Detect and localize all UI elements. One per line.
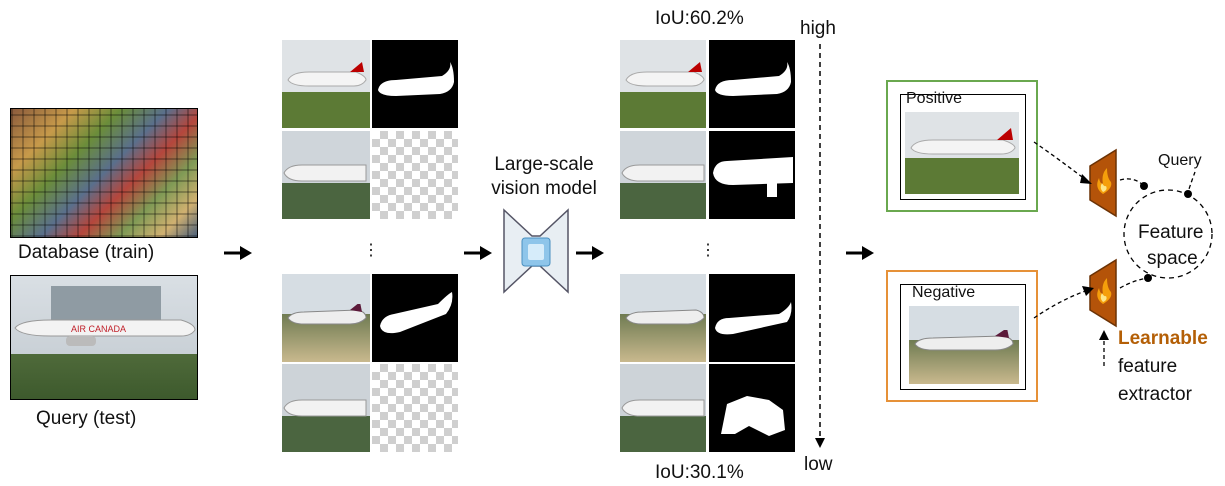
- feature-extractor-bottom: [1089, 258, 1117, 328]
- negative-photo: [909, 306, 1019, 384]
- candidate-photo: [282, 274, 370, 362]
- high-label: high: [800, 18, 836, 39]
- feature-label-line2: space: [1147, 248, 1198, 269]
- ranking-axis: [815, 44, 825, 448]
- ellipsis: ⋮: [700, 242, 716, 259]
- candidate-photo: [620, 40, 706, 128]
- low-label: low: [804, 454, 833, 475]
- learnable-label: Learnable: [1118, 328, 1208, 349]
- candidate-photo: [620, 274, 706, 362]
- empty-mask: [372, 131, 458, 219]
- mask-image: [709, 40, 795, 128]
- airplane-icon: AIR CANADA: [14, 319, 196, 346]
- query-feature-label: Query: [1158, 152, 1202, 169]
- feature-label-line1: Feature: [1138, 222, 1204, 243]
- model-label-line2: vision model: [491, 178, 597, 199]
- database-label: Database (train): [18, 242, 155, 263]
- feature-extractor-top: [1089, 148, 1117, 218]
- positive-box: Positive: [886, 80, 1038, 212]
- fire-icon: [1097, 278, 1112, 304]
- mask-image: [709, 274, 795, 362]
- empty-mask: [372, 364, 458, 452]
- candidate-photo: [620, 131, 706, 219]
- vision-model-icon: [503, 208, 569, 294]
- model-label-line1: Large-scale: [494, 154, 594, 175]
- right-arrow-icon: [576, 246, 604, 260]
- feature-space-diagram: [1033, 141, 1213, 366]
- iou-top-label: IoU:60.2%: [655, 8, 744, 29]
- right-arrow-icon: [224, 246, 252, 260]
- extractor-label-line2: extractor: [1118, 384, 1192, 405]
- extractor-label-line1: feature: [1118, 356, 1178, 377]
- iou-bottom-label: IoU:30.1%: [655, 462, 744, 483]
- negative-frame: [900, 284, 1026, 390]
- positive-photo: [905, 112, 1019, 194]
- positive-label: Positive: [906, 90, 963, 107]
- query-label: Query (test): [36, 408, 137, 429]
- fire-icon: [1097, 168, 1112, 194]
- negative-box: Negative: [886, 270, 1038, 402]
- negative-label: Negative: [912, 284, 976, 301]
- ellipsis: ⋮: [363, 242, 379, 259]
- query-photo: AIR CANADA: [10, 275, 198, 400]
- right-arrow-icon: [464, 246, 492, 260]
- candidate-photo: [620, 364, 706, 452]
- mask-image: [709, 131, 795, 219]
- mask-image: [709, 364, 795, 452]
- candidate-photo: [282, 40, 370, 128]
- database-mosaic: [10, 108, 198, 238]
- mask-image: [372, 40, 458, 128]
- candidate-photo: [282, 131, 370, 219]
- svg-text:AIR CANADA: AIR CANADA: [71, 324, 126, 334]
- positive-frame: [900, 94, 1026, 200]
- candidate-photo: [282, 364, 370, 452]
- mask-image: [372, 274, 458, 362]
- right-arrow-icon: [846, 246, 874, 260]
